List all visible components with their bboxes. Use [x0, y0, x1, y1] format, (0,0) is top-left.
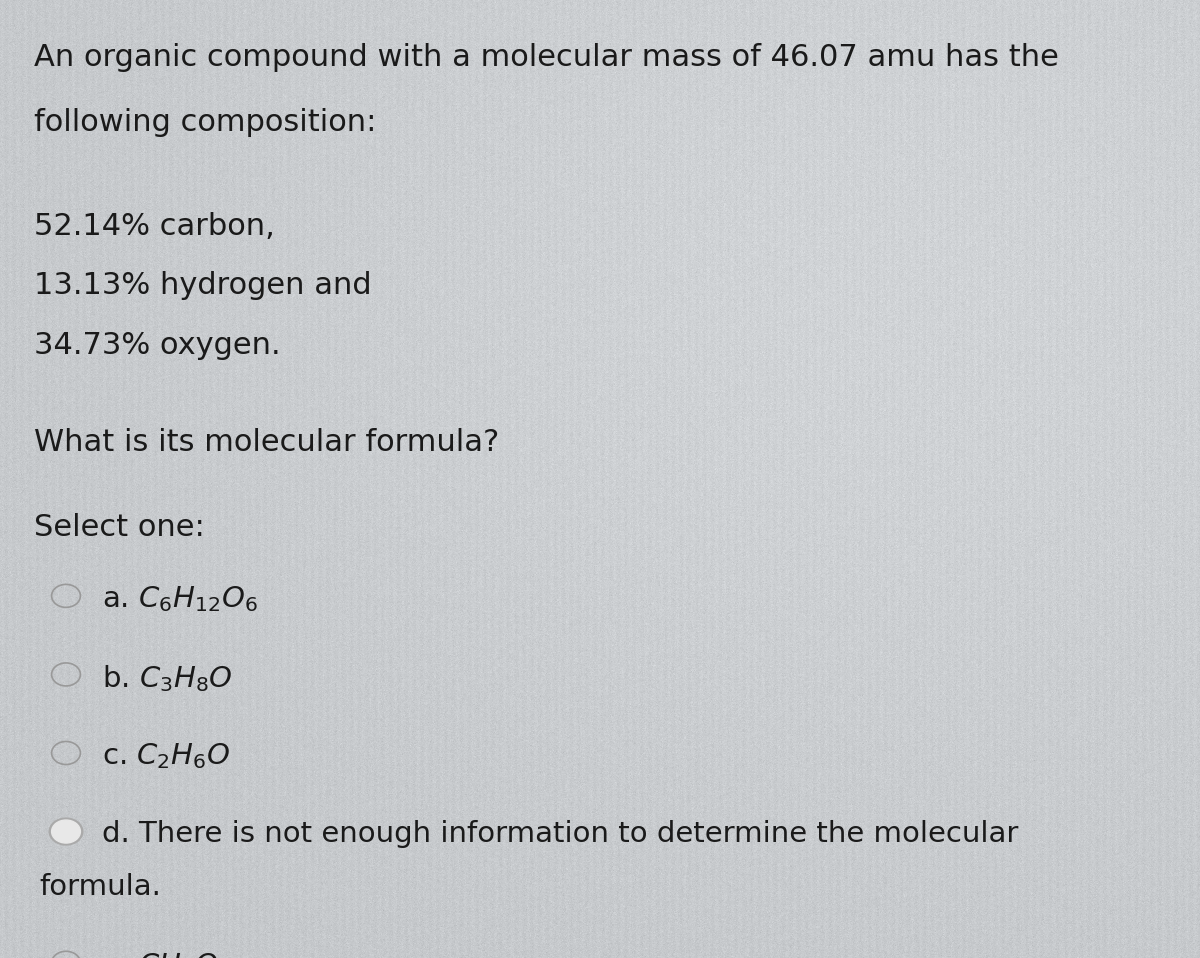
Text: b. $C_3H_8O$: b. $C_3H_8O$ [102, 663, 233, 694]
Text: What is its molecular formula?: What is its molecular formula? [34, 428, 499, 457]
Text: 52.14% carbon,: 52.14% carbon, [34, 212, 275, 240]
Text: c. $C_2H_6O$: c. $C_2H_6O$ [102, 741, 230, 771]
Text: e. $CH_2O_2$: e. $CH_2O_2$ [102, 951, 230, 958]
Circle shape [52, 820, 80, 843]
Text: Select one:: Select one: [34, 513, 204, 541]
Text: a. $C_6H_{12}O_6$: a. $C_6H_{12}O_6$ [102, 584, 258, 614]
Text: 34.73% oxygen.: 34.73% oxygen. [34, 331, 281, 359]
Text: following composition:: following composition: [34, 108, 376, 137]
Circle shape [49, 818, 83, 845]
Text: d. There is not enough information to determine the molecular: d. There is not enough information to de… [102, 820, 1019, 848]
Text: formula.: formula. [40, 873, 162, 901]
Text: An organic compound with a molecular mass of 46.07 amu has the: An organic compound with a molecular mas… [34, 43, 1058, 72]
Text: 13.13% hydrogen and: 13.13% hydrogen and [34, 271, 371, 300]
